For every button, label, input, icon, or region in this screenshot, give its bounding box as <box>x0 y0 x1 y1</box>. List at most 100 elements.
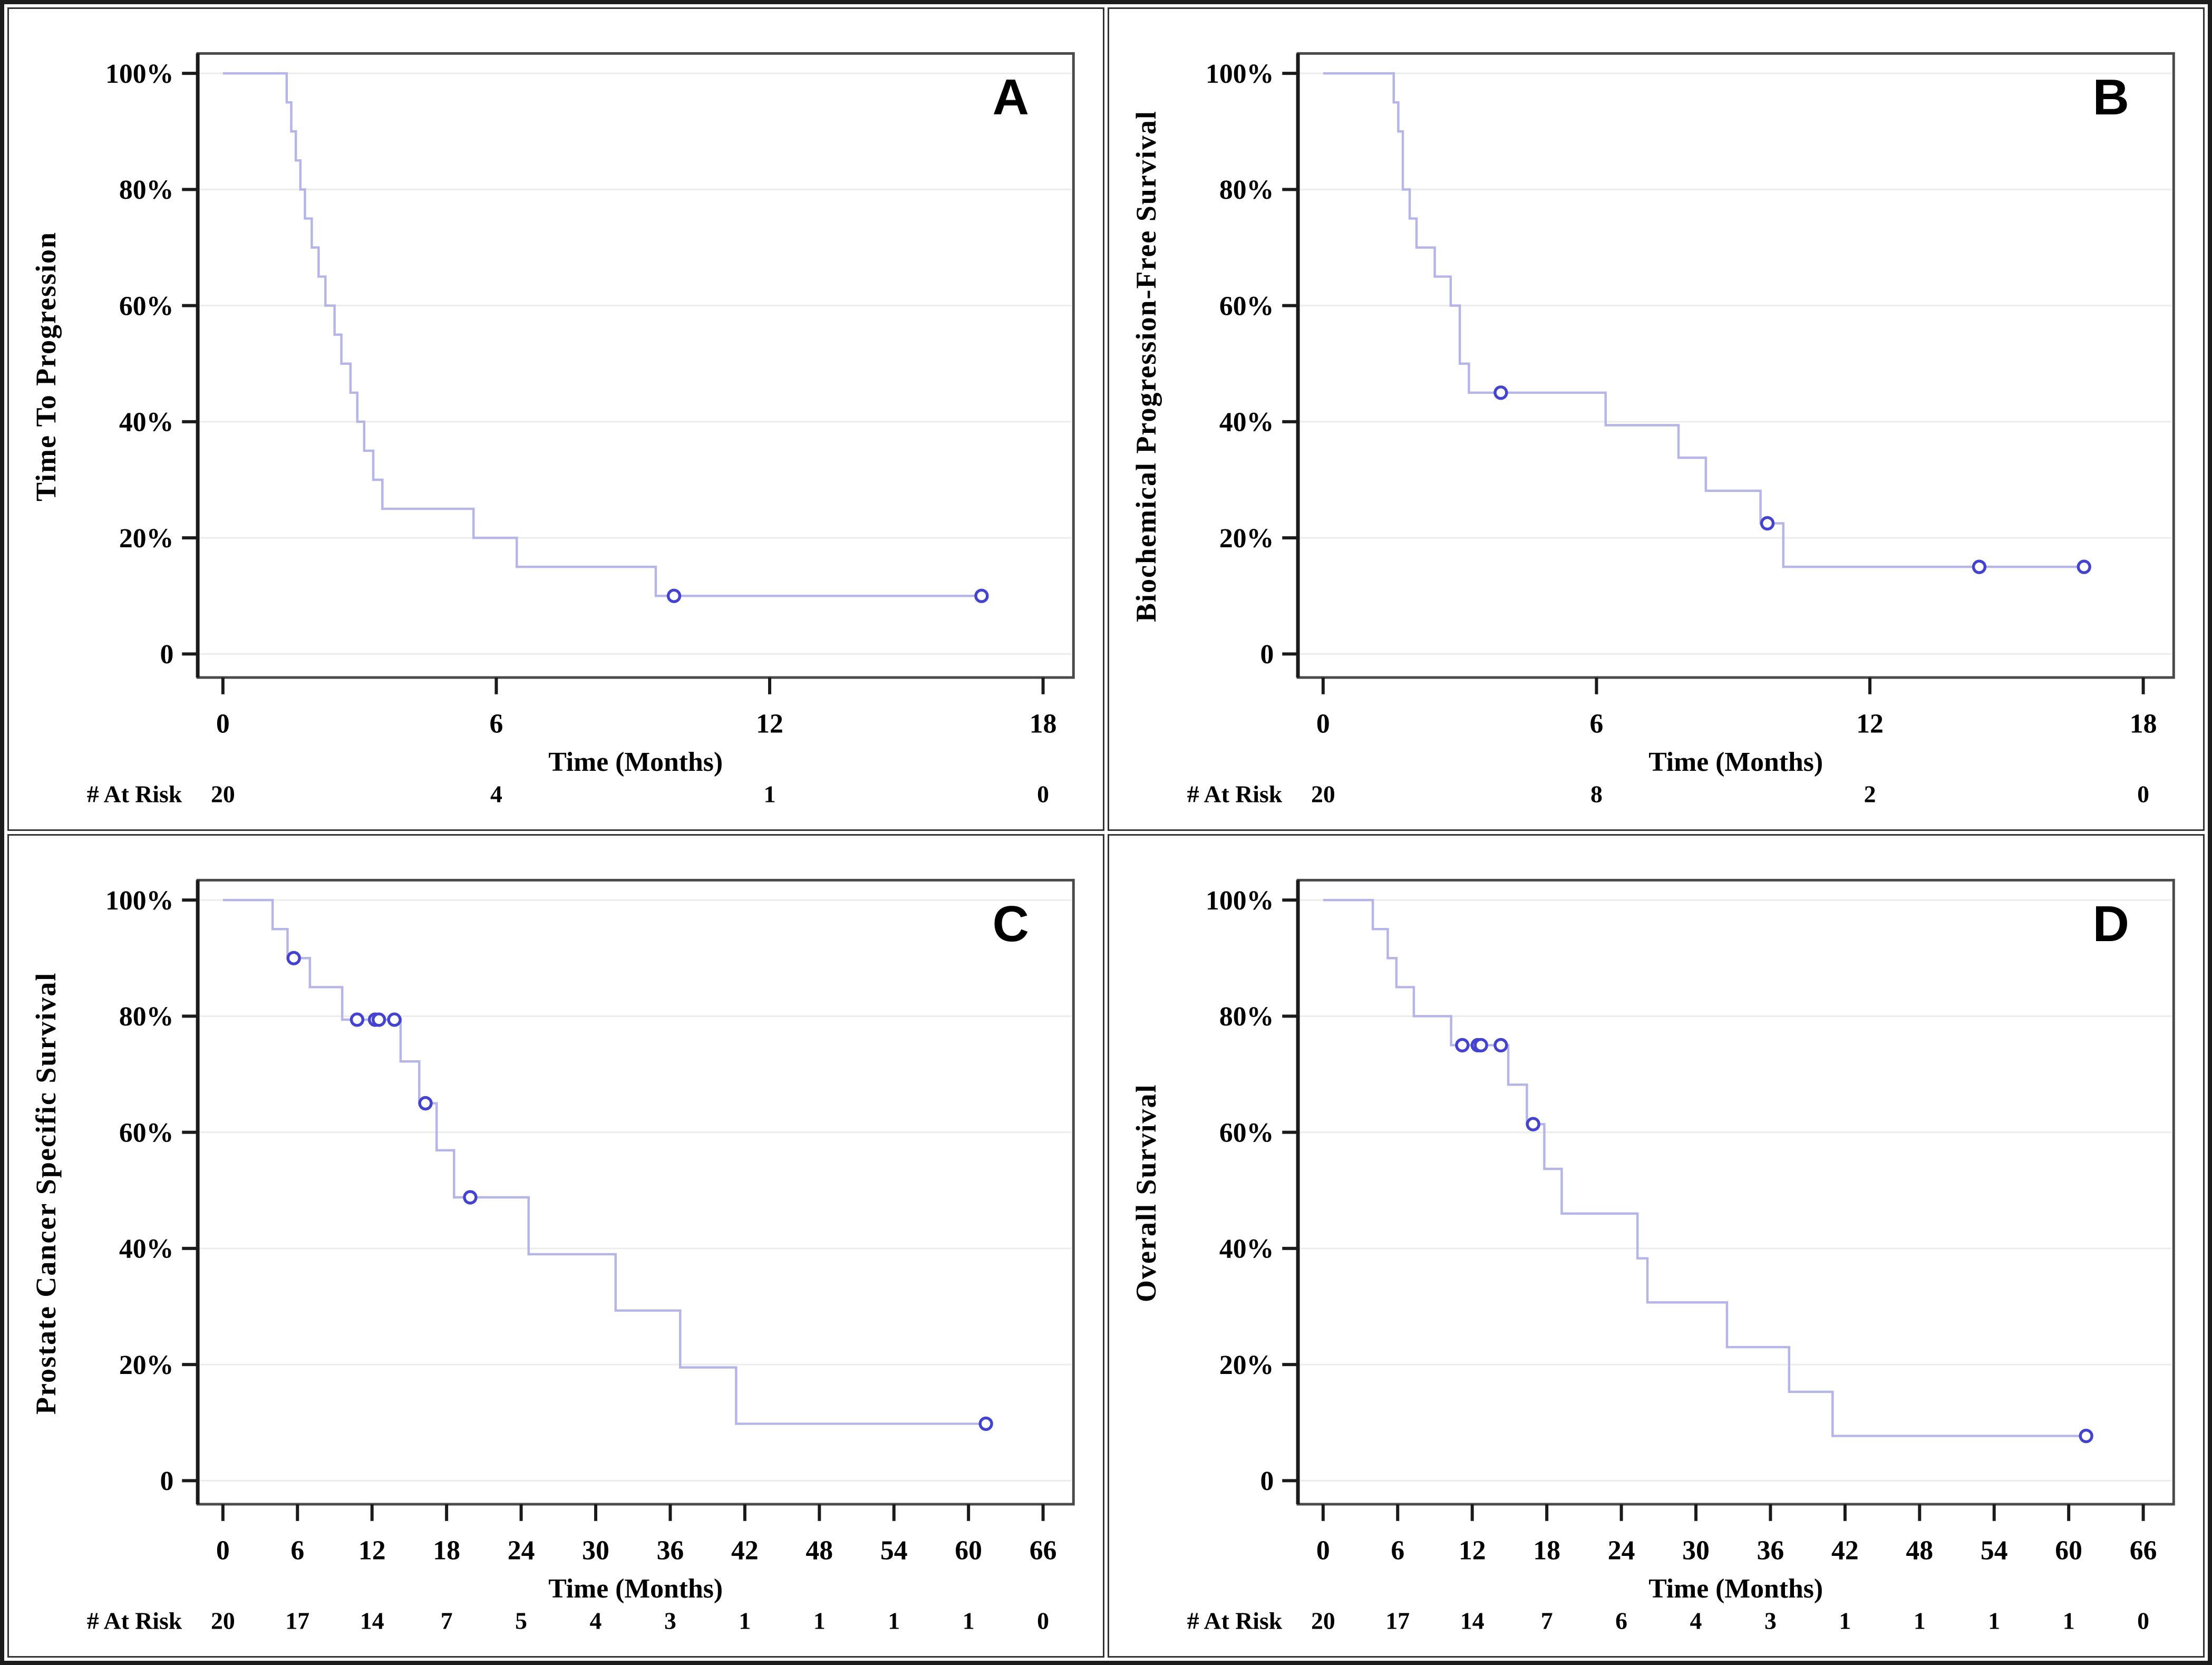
at-risk-count: 0 <box>1037 1607 1049 1634</box>
at-risk-count: 1 <box>2063 1607 2075 1634</box>
censor-mark <box>1972 559 1987 574</box>
plot-frame <box>196 878 1075 1506</box>
censor-mark <box>463 1190 478 1205</box>
x-tick-label: 0 <box>216 709 230 739</box>
x-axis-title: Time (Months) <box>1648 747 1823 777</box>
at-risk-count: 1 <box>739 1607 751 1634</box>
panel-b-y-axis-title: Biochemical Progression-Free Survival <box>1130 110 1162 623</box>
censor-mark <box>1473 1038 1488 1053</box>
y-tick-label: 20% <box>119 1350 173 1380</box>
x-tick-label: 60 <box>2055 1535 2082 1565</box>
at-risk-count: 1 <box>963 1607 975 1634</box>
at-risk-count: 20 <box>1311 1607 1335 1634</box>
at-risk-count: 1 <box>1914 1607 1926 1634</box>
x-tick-label: 66 <box>2130 1535 2157 1565</box>
y-tick-label: 60% <box>119 292 173 322</box>
censor-mark <box>978 1416 993 1431</box>
censor-mark <box>1526 1117 1540 1131</box>
survival-curve <box>222 898 992 1425</box>
y-tick-label: 100% <box>1206 59 1274 89</box>
y-tick-label: 40% <box>1219 408 1274 438</box>
at-risk-count: 17 <box>1385 1607 1410 1634</box>
at-risk-count: 1 <box>1988 1607 2000 1634</box>
censor-mark <box>371 1012 386 1027</box>
x-tick-label: 12 <box>358 1535 386 1565</box>
x-tick-label: 54 <box>880 1535 908 1565</box>
y-tick-label: 60% <box>1219 292 1274 322</box>
x-tick-label: 12 <box>1856 709 1884 739</box>
x-tick-label: 6 <box>290 1535 304 1565</box>
x-tick-label: 36 <box>657 1535 684 1565</box>
censor-mark <box>387 1012 402 1027</box>
at-risk-count: 1 <box>813 1607 826 1634</box>
x-axis-title: Time (Months) <box>1648 1574 1823 1604</box>
at-risk-count: 14 <box>1460 1607 1485 1634</box>
at-risk-count: 0 <box>1037 780 1049 807</box>
panel-a-plot: 100% 80% 60% 40% 20% 0 0 20 6 4 12 1 18 0 Time (Months… <box>87 52 1075 807</box>
at-risk-count: 14 <box>360 1607 384 1634</box>
y-tick-label: 40% <box>1219 1234 1274 1264</box>
x-tick-label: 0 <box>216 1535 230 1565</box>
at-risk-count: 20 <box>211 1607 235 1634</box>
at-risk-count: 0 <box>2137 780 2149 807</box>
at-risk-count: 7 <box>441 1607 453 1634</box>
x-tick-label: 6 <box>489 709 503 739</box>
y-tick-label: 100% <box>105 886 173 916</box>
panel-b-letter: B <box>2092 69 2129 125</box>
x-tick-label: 36 <box>1757 1535 1784 1565</box>
survival-curve <box>1323 898 2092 1437</box>
panel-c: 100% 80% 60% 40% 20% 0 0 20 6 17 12 14 18 7 24 5 30 4 36 3 4… <box>7 834 1104 1658</box>
censor-mark <box>666 588 682 603</box>
at-risk-count: 8 <box>1590 780 1603 807</box>
y-tick-label: 0 <box>160 640 173 670</box>
at-risk-count: 4 <box>1690 1607 1702 1634</box>
panel-a-y-axis-title: Time To Progression <box>30 231 62 502</box>
at-risk-count: 4 <box>590 1607 602 1634</box>
x-tick-label: 48 <box>1906 1535 1933 1565</box>
censor-mark <box>1760 516 1775 531</box>
censor-mark <box>2079 1428 2093 1444</box>
survival-curve <box>1323 72 2089 568</box>
y-tick-label: 80% <box>119 1002 173 1032</box>
x-tick-label: 48 <box>806 1535 833 1565</box>
panel-c-y-axis-title: Prostate Cancer Specific Survival <box>30 972 62 1415</box>
at-risk-count: 6 <box>1615 1607 1627 1634</box>
y-tick-label: 0 <box>160 1466 173 1496</box>
at-risk-count: 7 <box>1541 1607 1553 1634</box>
panel-c-plot: 100% 80% 60% 40% 20% 0 0 20 6 17 12 14 18 7 24 5 30 4 36 3 4… <box>87 878 1075 1634</box>
panel-d-plot: 100% 80% 60% 40% 20% 0 0 20 6 17 12 14 18 7 24 6 30 4 36 3 4… <box>1187 878 2175 1634</box>
plot-frame <box>196 52 1075 679</box>
at-risk-count: 1 <box>764 780 776 807</box>
censor-mark <box>1455 1038 1470 1053</box>
censor-mark <box>974 588 989 603</box>
censor-mark <box>350 1012 365 1027</box>
at-risk-label: # At Risk <box>1187 1607 1283 1634</box>
x-tick-label: 24 <box>508 1535 535 1565</box>
y-tick-label: 0 <box>1260 640 1274 670</box>
panel-c-letter: C <box>992 896 1029 952</box>
y-tick-label: 40% <box>119 1234 173 1264</box>
panel-a: 100% 80% 60% 40% 20% 0 0 20 6 4 12 1 18 0 Time (Months… <box>7 7 1104 831</box>
at-risk-count: 0 <box>2137 1607 2149 1634</box>
x-tick-label: 18 <box>1533 1535 1560 1565</box>
at-risk-count: 3 <box>1764 1607 1777 1634</box>
survival-curve <box>222 72 986 597</box>
y-tick-label: 20% <box>1219 1350 1274 1380</box>
x-tick-label: 18 <box>433 1535 460 1565</box>
at-risk-count: 20 <box>1311 780 1335 807</box>
at-risk-count: 2 <box>1864 780 1876 807</box>
y-tick-label: 80% <box>1219 1002 1274 1032</box>
y-tick-label: 100% <box>105 59 173 89</box>
x-tick-label: 60 <box>955 1535 982 1565</box>
at-risk-label: # At Risk <box>87 1607 182 1634</box>
x-tick-label: 6 <box>1589 709 1603 739</box>
y-tick-label: 100% <box>1206 886 1274 916</box>
x-tick-label: 24 <box>1608 1535 1635 1565</box>
at-risk-count: 3 <box>664 1607 676 1634</box>
x-tick-label: 6 <box>1391 1535 1404 1565</box>
panel-b-plot: 100% 80% 60% 40% 20% 0 0 20 6 8 12 2 18 0 Time (Months… <box>1187 52 2175 807</box>
at-risk-count: 4 <box>490 780 502 807</box>
at-risk-count: 17 <box>285 1607 309 1634</box>
censor-mark <box>2077 559 2091 574</box>
x-tick-label: 42 <box>1831 1535 1859 1565</box>
